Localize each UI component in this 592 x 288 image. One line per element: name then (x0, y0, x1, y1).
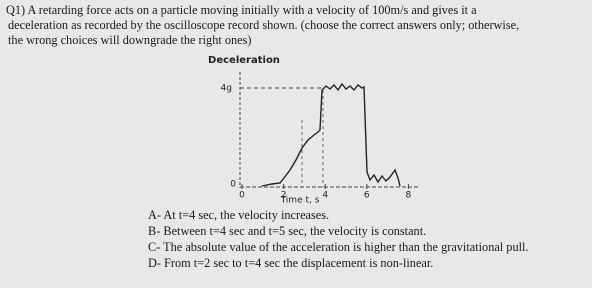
option: C- The absolute value of the acceleratio… (148, 240, 529, 254)
figure-title: Deceleration (208, 55, 280, 66)
question-line: deceleration as recorded by the oscillos… (8, 18, 520, 32)
x-tick-label: 4 (322, 191, 328, 201)
x-tick-label: 8 (406, 191, 412, 201)
option: B- Between t=4 sec and t=5 sec, the velo… (148, 224, 427, 238)
x-tick-label: 2 (281, 191, 287, 201)
option: D- From t=2 sec to t=4 sec the displacem… (148, 256, 434, 270)
x-tick-label: 6 (364, 191, 370, 201)
y-label: 0 (230, 180, 236, 190)
question-line: Q1) A retarding force acts on a particle… (6, 3, 477, 17)
x-axis-label: Time t, s (280, 196, 320, 206)
x-tick-label: 0 (239, 191, 245, 201)
option: A- At t=4 sec, the velocity increases. (148, 208, 330, 222)
question-line: the wrong choices will downgrade the rig… (8, 33, 252, 47)
y-label: 4g (221, 84, 232, 94)
curve (261, 82, 401, 187)
